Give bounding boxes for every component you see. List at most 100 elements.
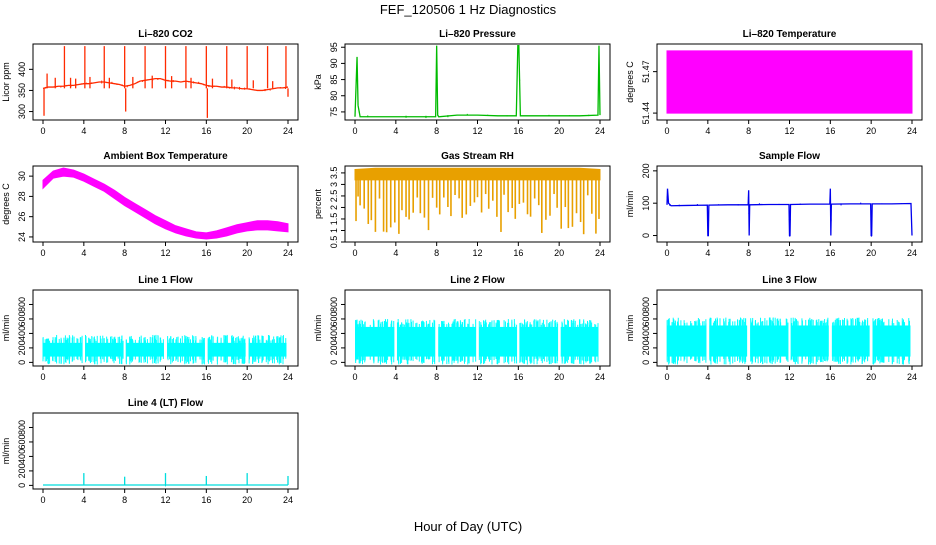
y-tick-label: 800 xyxy=(329,297,339,312)
x-tick-label: 8 xyxy=(434,372,439,382)
plot-area xyxy=(354,167,601,235)
panel-title: Line 2 Flow xyxy=(450,275,505,286)
panel-10: Line 4 (LT) Flow ml/min 0 4 8 12 16 20 24 0 200400… xyxy=(1,398,299,505)
x-tick-label: 4 xyxy=(81,126,86,136)
x-tick-label: 12 xyxy=(784,126,794,136)
panel-title: Line 4 (LT) Flow xyxy=(128,398,204,409)
series-band xyxy=(354,167,601,181)
plot-area xyxy=(43,473,289,487)
y-tick-label: 51.47 xyxy=(641,60,651,83)
y-tick-label: 200 xyxy=(641,340,651,355)
x-tick-label: 24 xyxy=(907,126,917,136)
x-tick-label: 0 xyxy=(40,126,45,136)
x-tick-label: 8 xyxy=(122,126,127,136)
x-tick-label: 16 xyxy=(513,372,523,382)
x-tick-label: 24 xyxy=(283,372,293,382)
y-tick-label: 1 xyxy=(329,228,339,233)
x-tick-label: 0 xyxy=(664,126,669,136)
y-tick-label: 400 xyxy=(17,326,27,341)
plot-area xyxy=(42,334,287,365)
x-tick-label: 0 xyxy=(40,372,45,382)
y-axis-label: ml/min xyxy=(1,438,11,465)
x-tick-label: 16 xyxy=(825,372,835,382)
x-tick-label: 8 xyxy=(746,248,751,258)
x-tick-label: 8 xyxy=(434,126,439,136)
panel-title: Li–820 CO2 xyxy=(138,29,193,40)
x-tick-label: 12 xyxy=(160,372,170,382)
x-tick-label: 4 xyxy=(81,248,86,258)
y-tick-label: 800 xyxy=(17,297,27,312)
x-tick-label: 20 xyxy=(866,248,876,258)
x-tick-label: 20 xyxy=(866,126,876,136)
y-tick-label: 90 xyxy=(329,58,339,68)
y-tick-label: 300 xyxy=(17,104,27,119)
x-tick-label: 20 xyxy=(242,372,252,382)
y-tick-label: 400 xyxy=(17,449,27,464)
y-tick-label: 600 xyxy=(17,434,27,449)
y-tick-label: 26 xyxy=(17,212,27,222)
x-tick-label: 12 xyxy=(472,248,482,258)
x-tick-label: 24 xyxy=(907,372,917,382)
y-tick-label: 51.44 xyxy=(641,102,651,125)
y-tick-label: 0 xyxy=(17,483,27,488)
x-tick-label: 12 xyxy=(784,248,794,258)
y-axis-label: ml/min xyxy=(625,315,635,342)
x-tick-label: 24 xyxy=(595,372,605,382)
plot-area xyxy=(42,46,289,118)
panel-2: Li–820 Pressure kPa 0 4 8 12 16 20 24 75 80 85 90 95 xyxy=(313,29,611,136)
plot-area xyxy=(42,167,289,240)
panel-title: Ambient Box Temperature xyxy=(103,151,228,162)
y-axis-label: kPa xyxy=(313,74,323,90)
y-tick-label: 800 xyxy=(641,297,651,312)
x-tick-label: 16 xyxy=(201,372,211,382)
y-tick-label: 3.5 xyxy=(329,167,339,180)
x-tick-label: 24 xyxy=(283,248,293,258)
x-tick-label: 4 xyxy=(393,126,398,136)
y-tick-label: 200 xyxy=(329,340,339,355)
y-axis-label: ml/min xyxy=(1,315,11,342)
x-tick-label: 12 xyxy=(160,126,170,136)
y-axis-label: ml/min xyxy=(313,315,323,342)
panel-title: Gas Stream RH xyxy=(441,151,514,162)
x-tick-label: 4 xyxy=(393,372,398,382)
y-tick-label: 0 xyxy=(641,360,651,365)
panel-title: Line 1 Flow xyxy=(138,275,193,286)
y-tick-label: 200 xyxy=(17,340,27,355)
plot-frame xyxy=(344,43,611,121)
y-tick-label: 600 xyxy=(641,311,651,326)
series-band xyxy=(42,167,289,240)
x-tick-label: 0 xyxy=(664,372,669,382)
x-tick-label: 24 xyxy=(283,495,293,505)
panel-title: Li–820 Pressure xyxy=(439,29,516,40)
plot-area xyxy=(666,188,913,237)
x-tick-label: 8 xyxy=(434,248,439,258)
y-tick-label: 75 xyxy=(329,107,339,117)
y-tick-label: 600 xyxy=(329,311,339,326)
plot-area xyxy=(354,44,601,119)
y-axis-label: Licor ppm xyxy=(1,62,11,102)
panel-6: Sample Flow ml/min 0 4 8 12 16 20 24 0 100 200 xyxy=(625,151,923,258)
x-tick-label: 20 xyxy=(554,126,564,136)
y-tick-label: 3 xyxy=(329,182,339,187)
y-axis-label: degrees C xyxy=(1,183,11,225)
x-tick-label: 12 xyxy=(160,248,170,258)
y-axis-label: ml/min xyxy=(625,191,635,218)
panel-7: Line 1 Flow ml/min 0 4 8 12 16 20 24 0 20040060080… xyxy=(1,275,299,382)
x-tick-label: 16 xyxy=(201,248,211,258)
y-tick-label: 100 xyxy=(641,196,651,211)
panel-title: Li–820 Temperature xyxy=(743,29,837,40)
y-tick-label: 80 xyxy=(329,91,339,101)
y-tick-label: 30 xyxy=(17,171,27,181)
x-tick-label: 12 xyxy=(472,372,482,382)
y-tick-label: 400 xyxy=(17,62,27,77)
y-tick-label: 400 xyxy=(329,326,339,341)
x-tick-label: 4 xyxy=(81,495,86,505)
x-tick-label: 16 xyxy=(201,495,211,505)
x-tick-label: 8 xyxy=(122,495,127,505)
x-tick-label: 4 xyxy=(705,372,710,382)
x-tick-label: 4 xyxy=(705,248,710,258)
x-tick-label: 20 xyxy=(866,372,876,382)
